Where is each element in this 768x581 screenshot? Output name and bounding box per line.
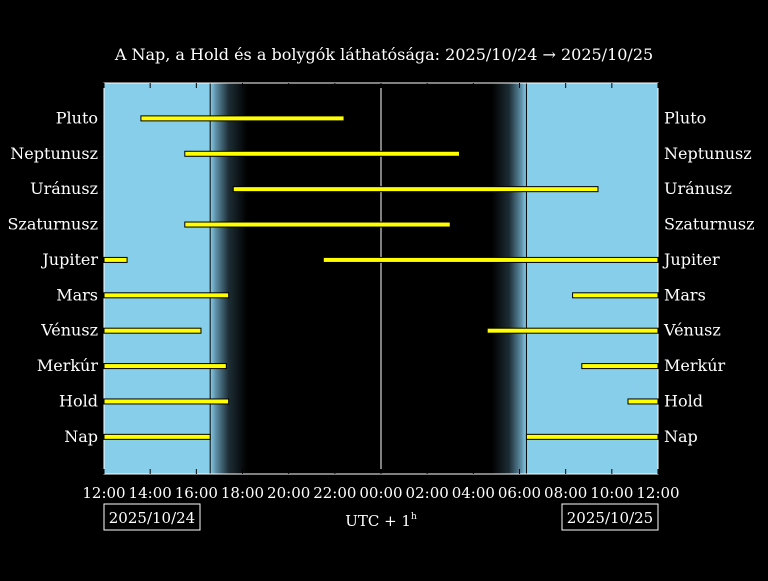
x-tick-label: 02:00 (406, 484, 449, 502)
x-tick-label: 12:00 (636, 484, 679, 502)
bar-Uránusz-0 (232, 186, 599, 193)
date-box-left (103, 503, 201, 531)
day-region-left (104, 83, 211, 474)
body-label-left: Neptunusz (10, 144, 98, 163)
x-tick-label: 22:00 (313, 484, 356, 502)
bar-Jupiter-1 (322, 256, 659, 263)
body-label-left: Hold (59, 391, 98, 410)
bar-Mars-0 (103, 292, 230, 299)
bar-Merkúr-1 (581, 363, 659, 370)
dusk-twilight (210, 83, 248, 474)
x-tick-label: 04:00 (452, 484, 495, 502)
body-label-left: Vénusz (40, 321, 98, 340)
x-tick-label: 10:00 (590, 484, 633, 502)
body-label-right: Mars (664, 285, 706, 304)
bar-Hold-0 (103, 398, 230, 405)
body-label-right: Merkúr (664, 356, 726, 375)
plot-background (103, 82, 659, 475)
bar-Vénusz-0 (103, 327, 202, 334)
bar-Merkúr-0 (103, 363, 227, 370)
bar-Vénusz-1 (486, 327, 659, 334)
dawn-twilight (491, 83, 527, 474)
x-tick-label: 18:00 (221, 484, 264, 502)
body-label-left: Merkúr (37, 356, 99, 375)
body-label-right: Pluto (664, 108, 706, 127)
x-tick-label: 00:00 (359, 484, 402, 502)
body-label-left: Jupiter (40, 250, 98, 269)
body-label-left: Szaturnusz (7, 215, 98, 234)
x-tick-label: 08:00 (544, 484, 587, 502)
x-tick-label: 20:00 (267, 484, 310, 502)
x-tick-label: 14:00 (129, 484, 172, 502)
bar-Mars-1 (572, 292, 659, 299)
body-label-right: Uránusz (664, 179, 732, 198)
bar-Jupiter-0 (103, 256, 128, 263)
date-right: 2025/10/25 (567, 509, 653, 527)
visibility-bars (103, 115, 659, 440)
day-region-right (526, 83, 658, 474)
body-label-right: Jupiter (662, 250, 720, 269)
body-label-right: Vénusz (663, 321, 721, 340)
bar-Nap-0 (103, 433, 211, 440)
x-axis-ticks: 12:00 14:00 16:00 18:00 20:00 22:00 00:00 02:00… (82, 83, 680, 502)
x-axis-label-sup: h (411, 512, 417, 522)
body-label-left: Pluto (56, 108, 98, 127)
body-labels-right: Pluto Neptunusz Uránusz Szaturnusz Jupiter Ma… (662, 108, 755, 445)
date-left: 2025/10/24 (109, 509, 195, 527)
x-axis-label-base: UTC + 1 (345, 512, 411, 530)
x-axis-label: UTC + 1h (345, 512, 417, 530)
body-label-right: Nap (664, 427, 698, 446)
body-label-left: Uránusz (30, 179, 98, 198)
bar-Szaturnusz-0 (184, 221, 451, 228)
x-tick-label: 06:00 (498, 484, 541, 502)
bar-Pluto-0 (140, 115, 345, 122)
date-box-right (561, 503, 659, 531)
x-tick-label: 12:00 (82, 484, 125, 502)
body-label-right: Szaturnusz (664, 215, 755, 234)
bar-Nap-1 (525, 433, 659, 440)
chart-title: A Nap, a Hold és a bolygók láthatósága: … (114, 45, 653, 64)
body-labels-left: Pluto Neptunusz Uránusz Szaturnusz Jupiter Ma… (7, 108, 98, 445)
body-label-right: Neptunusz (664, 144, 752, 163)
body-label-left: Nap (64, 427, 98, 446)
body-label-right: Hold (664, 391, 703, 410)
x-tick-label: 16:00 (175, 484, 218, 502)
bar-Neptunusz-0 (184, 150, 460, 157)
body-label-left: Mars (56, 285, 98, 304)
bar-Hold-1 (627, 398, 659, 405)
